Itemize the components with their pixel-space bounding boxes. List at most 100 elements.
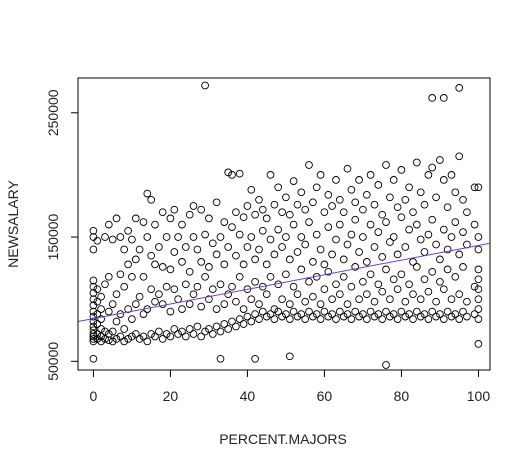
data-point <box>428 267 437 276</box>
data-point <box>208 285 217 294</box>
data-point <box>166 307 175 316</box>
data-point <box>131 300 140 308</box>
data-point <box>320 307 329 316</box>
data-point <box>158 300 167 308</box>
data-point <box>297 233 306 241</box>
data-point <box>243 243 252 251</box>
data-point <box>232 322 240 331</box>
data-point <box>378 253 387 261</box>
data-point <box>143 337 152 346</box>
data-point <box>297 265 306 274</box>
data-point <box>274 183 283 192</box>
data-point <box>389 275 398 284</box>
data-point <box>131 214 140 223</box>
data-point <box>455 315 464 323</box>
data-point <box>432 312 440 321</box>
data-point <box>270 305 279 313</box>
data-point <box>216 354 225 363</box>
data-point <box>324 223 333 231</box>
data-point <box>401 297 410 306</box>
data-point <box>343 300 352 308</box>
data-point <box>278 295 286 304</box>
data-point <box>474 275 483 284</box>
data-point <box>401 243 410 251</box>
data-point <box>185 325 194 333</box>
data-point <box>93 320 102 328</box>
data-point <box>393 203 402 212</box>
plot-frame <box>77 77 491 371</box>
data-point <box>397 213 406 222</box>
data-point <box>289 307 298 316</box>
data-point <box>374 181 383 189</box>
data-point <box>262 260 271 269</box>
data-point <box>382 307 390 316</box>
data-point <box>178 327 186 336</box>
data-point <box>386 312 394 321</box>
data-point <box>455 290 464 299</box>
data-point <box>443 307 452 316</box>
data-point <box>451 188 460 197</box>
data-point <box>443 245 452 254</box>
data-point <box>285 352 294 361</box>
data-point <box>351 307 360 316</box>
data-point <box>301 240 310 249</box>
data-point <box>282 270 290 279</box>
data-point <box>228 317 236 326</box>
data-point <box>451 310 460 318</box>
data-point <box>251 310 259 318</box>
data-point <box>293 312 302 321</box>
data-point <box>447 233 456 241</box>
y-tick-label: 150000 <box>45 213 61 260</box>
data-point <box>428 307 437 316</box>
data-point <box>382 161 390 169</box>
data-point <box>320 208 329 217</box>
data-point <box>455 84 464 92</box>
data-point <box>428 215 437 224</box>
data-point <box>197 258 206 266</box>
data-point <box>247 317 256 326</box>
data-point <box>366 270 375 279</box>
data-point <box>216 233 225 241</box>
data-point <box>239 305 248 313</box>
data-point <box>251 255 259 264</box>
data-point <box>216 327 225 336</box>
data-point <box>355 295 363 304</box>
data-point <box>101 280 109 289</box>
data-point <box>278 243 286 251</box>
data-point <box>266 171 275 179</box>
data-point <box>139 272 148 281</box>
data-point <box>420 200 429 209</box>
data-point <box>324 267 333 276</box>
y-tick-label: 50000 <box>45 342 61 381</box>
data-point <box>412 307 421 316</box>
data-point <box>332 235 340 244</box>
data-point <box>124 260 132 269</box>
data-point <box>424 230 433 239</box>
data-point <box>201 230 209 239</box>
data-point <box>293 290 302 299</box>
data-point <box>305 307 313 316</box>
data-point <box>312 183 321 192</box>
data-point <box>324 312 333 321</box>
data-point <box>266 235 275 244</box>
data-point <box>224 290 233 299</box>
data-point <box>116 270 125 279</box>
data-point <box>139 310 148 318</box>
data-point <box>335 307 344 316</box>
data-point <box>170 248 179 256</box>
data-point <box>343 164 352 173</box>
data-point <box>270 250 279 259</box>
data-point <box>151 332 159 341</box>
data-point <box>463 208 471 217</box>
data-point <box>309 312 317 321</box>
data-point <box>474 233 483 241</box>
data-point <box>243 202 252 210</box>
data-point <box>193 245 202 254</box>
data-point <box>301 205 310 214</box>
data-point <box>89 282 98 291</box>
data-point <box>112 317 121 326</box>
data-point <box>278 208 286 217</box>
data-point <box>362 190 371 199</box>
data-point <box>439 315 448 323</box>
